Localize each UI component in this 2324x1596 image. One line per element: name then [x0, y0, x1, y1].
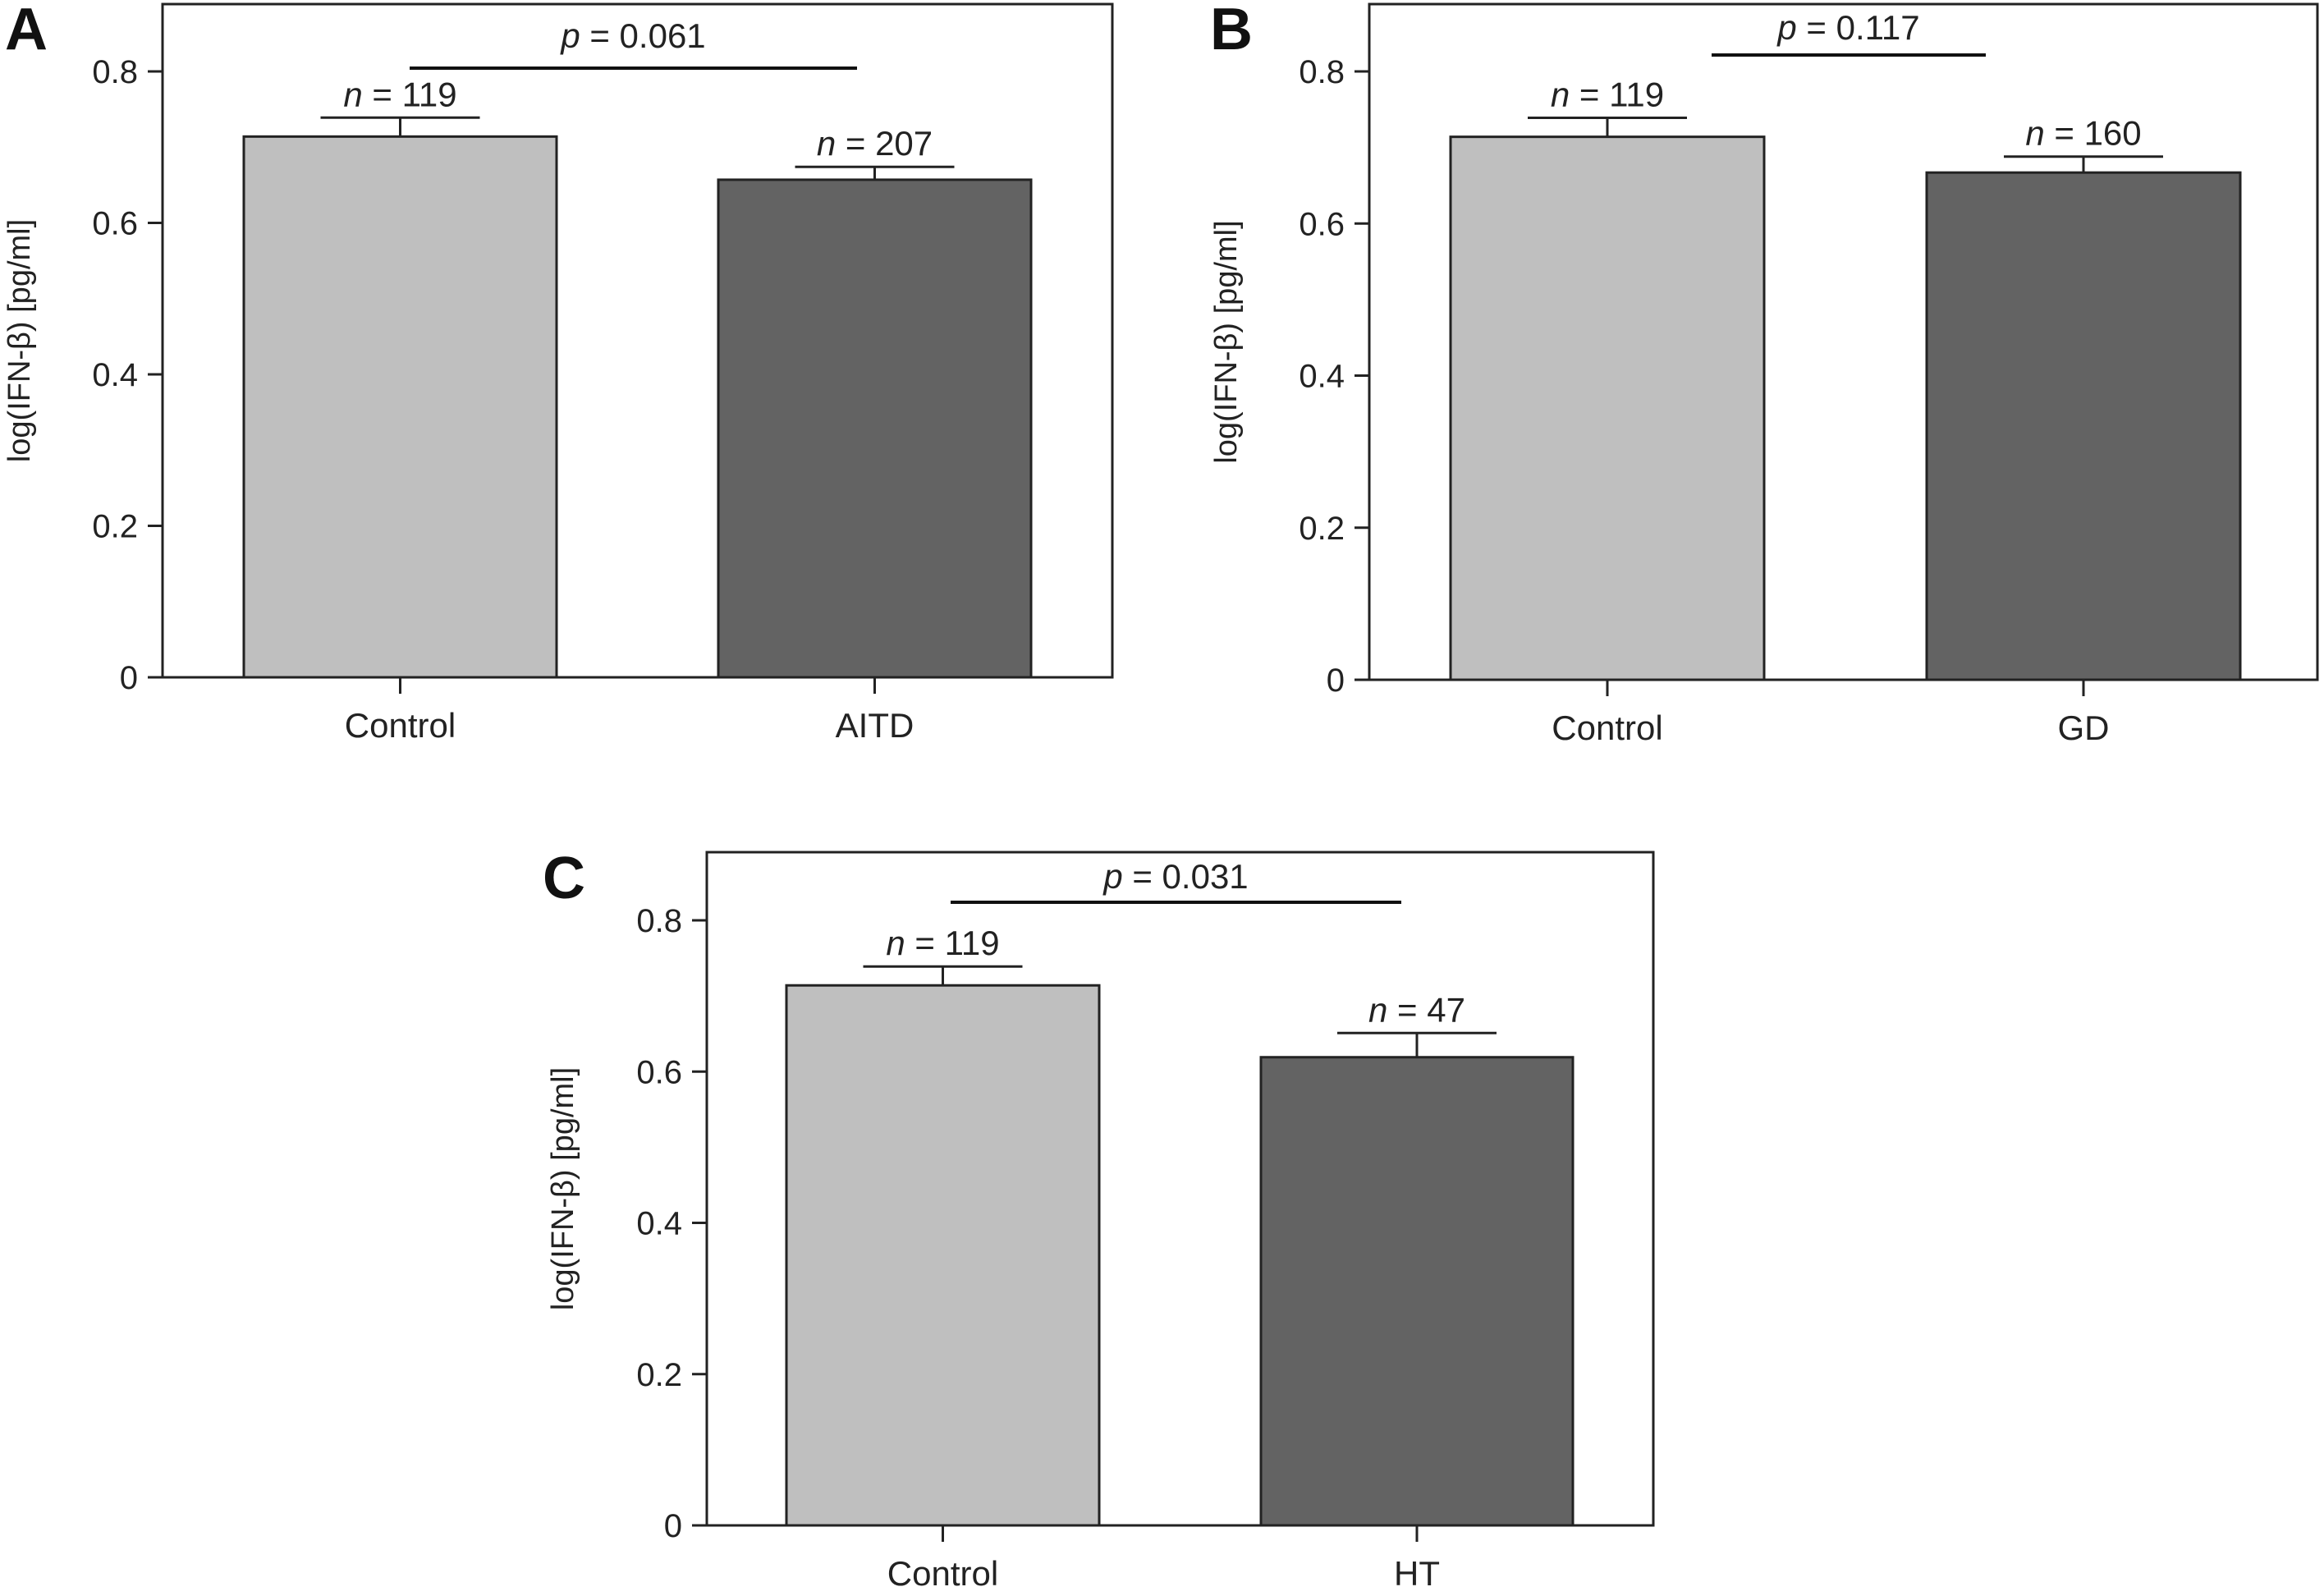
panel-b-ytick-label: 0 — [1327, 663, 1345, 699]
panel-b-chart: B 0 0.2 0.4 0.6 0.8 log(IFN-β) [pg/ml] n = 119 C… — [1209, 0, 2319, 747]
panel-a-plot-frame — [161, 2, 1114, 679]
panel-b-plot-frame — [1368, 2, 2319, 681]
panel-c-bar-control — [785, 984, 1101, 1527]
panel-c-ytick-label: 0 — [664, 1508, 682, 1544]
panel-b-bar-gd — [1925, 171, 2242, 681]
panel-a-bar-control — [242, 135, 558, 679]
panel-a-ytick-label: 0 — [120, 660, 138, 696]
panel-a-n-label: n = 207 — [817, 124, 933, 163]
panel-c-ytick-label: 0.6 — [636, 1054, 682, 1090]
panel-b-category-label: GD — [2058, 709, 2110, 747]
panel-a-bar-aitd — [717, 178, 1033, 679]
panel-a-ytick-label: 0.2 — [92, 509, 138, 545]
panel-c-ytick-label: 0.8 — [636, 903, 682, 939]
panel-a-ytick-label: 0.4 — [92, 357, 138, 393]
panel-c-chart: C 0 0.2 0.4 0.6 0.8 log(IFN-β) [pg/ml] n = 119 C… — [543, 846, 1655, 1593]
panel-c-panel-letter: C — [543, 846, 585, 911]
panel-b-p-value-label: p = 0.117 — [1776, 8, 1919, 47]
panel-b-n-label: n = 160 — [2025, 114, 2141, 153]
panel-a-ytick-label: 0.6 — [92, 206, 138, 242]
panel-a-category-label: Control — [345, 706, 456, 745]
panel-b-ytick-label: 0.6 — [1299, 206, 1345, 242]
panel-c-ytick-label: 0.4 — [636, 1206, 682, 1242]
panel-c-p-value-label: p = 0.031 — [1102, 857, 1248, 896]
panel-b-bar-control — [1449, 135, 1766, 681]
panel-b-y-axis-title: log(IFN-β) [pg/ml] — [1209, 220, 1244, 463]
panel-a-chart: A 0 0.2 0.4 0.6 0.8 log(IFN-β) [pg/ml] n = 119 C… — [2, 0, 1114, 745]
panel-a-n-label: n = 119 — [343, 75, 456, 113]
panel-c-bar-ht — [1259, 1056, 1575, 1527]
panel-a-panel-letter: A — [5, 0, 48, 62]
panel-c-n-label: n = 47 — [1368, 990, 1465, 1029]
panel-a-p-value-label: p = 0.061 — [559, 16, 705, 55]
panel-b-n-label: n = 119 — [1551, 76, 1664, 114]
panel-b-ytick-label: 0.2 — [1299, 511, 1345, 547]
panel-c-plot-frame — [705, 851, 1655, 1527]
panel-c-category-label: Control — [887, 1554, 998, 1593]
panel-a-y-axis-title: log(IFN-β) [pg/ml] — [2, 219, 37, 462]
panel-b-ytick-label: 0.8 — [1299, 54, 1345, 90]
panel-a-ytick-label: 0.8 — [92, 54, 138, 90]
panel-c-category-label: HT — [1394, 1554, 1440, 1593]
panel-c-n-label: n = 119 — [886, 924, 999, 962]
panel-c-ytick-label: 0.2 — [636, 1357, 682, 1393]
panel-b-ytick-label: 0.4 — [1299, 359, 1345, 395]
panel-a-category-label: AITD — [836, 706, 914, 745]
panel-c-y-axis-title: log(IFN-β) [pg/ml] — [546, 1067, 580, 1310]
panel-b-panel-letter: B — [1210, 0, 1253, 62]
panel-b-category-label: Control — [1552, 709, 1662, 747]
